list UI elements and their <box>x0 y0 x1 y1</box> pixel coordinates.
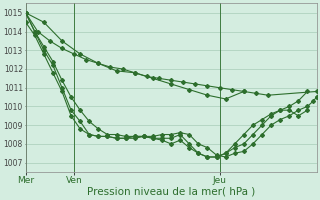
X-axis label: Pression niveau de la mer( hPa ): Pression niveau de la mer( hPa ) <box>87 187 255 197</box>
